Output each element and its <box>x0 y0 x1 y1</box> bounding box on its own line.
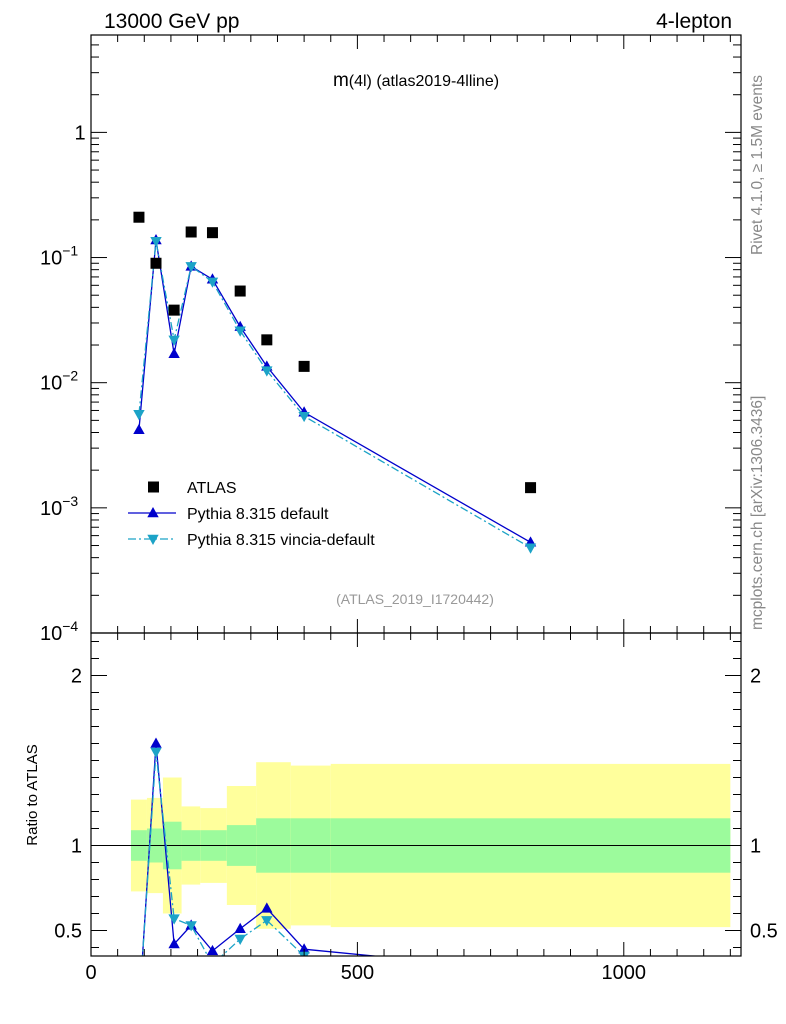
ratio-point-default-5 <box>234 922 246 933</box>
ratio-point-vincia-8 <box>525 974 536 984</box>
ratio-point-default-2 <box>168 938 180 949</box>
legend-label-2: Pythia 8.315 vincia-default <box>187 532 375 549</box>
ratio-point-default-0 <box>133 1006 144 1016</box>
y-tick-base-4: 10 <box>40 623 62 645</box>
y-tick-exp-2: −2 <box>62 368 78 384</box>
legend: ATLAS Pythia 8.315 default Pythia 8.315 vi… <box>128 480 375 549</box>
main-point-vincia-5 <box>234 326 246 337</box>
y-tick-exp-3: −3 <box>62 493 78 509</box>
y-tick-exp-1: −1 <box>62 243 78 259</box>
main-point-vincia-6 <box>261 366 273 377</box>
plot-title-sub: (4l) (atlas2019-4lline) <box>349 73 499 90</box>
legend-marker-data <box>148 481 159 493</box>
data-point-3 <box>185 226 197 238</box>
main-line-default <box>138 239 531 543</box>
data-point-0 <box>133 211 145 223</box>
data-point-1 <box>150 257 162 269</box>
ratio-point-vincia-5 <box>234 934 246 945</box>
ratio-ylabel: Ratio to ATLAS <box>24 744 41 845</box>
ratio-point-default-4 <box>206 944 219 956</box>
main-point-vincia-2 <box>168 335 180 346</box>
plot-title-main: m <box>333 70 349 91</box>
y-tick-base-2: 10 <box>40 373 62 395</box>
ratio-point-default-8 <box>525 965 536 975</box>
main-point-vincia-7 <box>298 411 310 423</box>
x-tick-label-2: 1000 <box>602 962 647 984</box>
legend-marker-vincia <box>147 534 159 545</box>
main-point-vincia-8 <box>524 543 537 554</box>
data-point-6 <box>261 334 273 346</box>
main-point-vincia-4 <box>206 277 219 288</box>
data-point-8 <box>525 482 537 494</box>
ratio-tick-label-right-2: 2 <box>750 666 761 688</box>
main-point-vincia-1 <box>150 237 162 248</box>
legend-label-0: ATLAS <box>187 480 237 497</box>
y-tick-label-0: 1 <box>74 122 85 144</box>
y-tick-label-2: 10−2 <box>40 368 78 395</box>
ratio-point-vincia-0 <box>133 1006 144 1016</box>
main-point-default-0 <box>133 423 145 435</box>
ratio-point-vincia-6 <box>261 916 273 927</box>
y-tick-base-3: 10 <box>40 498 62 520</box>
y-tick-label-3: 10−3 <box>40 493 78 520</box>
ratio-panel-series <box>133 737 536 1016</box>
data-point-5 <box>234 285 246 297</box>
legend-marker-default <box>147 507 159 518</box>
ratio-point-vincia-3 <box>185 921 197 932</box>
header-right: 4-lepton <box>656 10 732 33</box>
ratio-point-vincia-2 <box>168 914 180 925</box>
ratio-tick-label-right-0: 0.5 <box>750 921 778 943</box>
ratio-tick-label-left-2: 2 <box>71 666 82 688</box>
main-line-vincia <box>138 241 531 549</box>
data-point-4 <box>206 227 218 239</box>
ratio-line-vincia <box>141 751 311 956</box>
data-point-7 <box>298 360 310 372</box>
data-point-2 <box>168 304 180 316</box>
legend-label-1: Pythia 8.315 default <box>187 506 329 523</box>
y-tick-label-1: 10−1 <box>40 243 78 270</box>
ratio-point-default-1 <box>150 737 162 748</box>
plot-title: m(4l) (atlas2019-4lline) <box>333 70 499 91</box>
x-tick-label-0: 0 <box>85 962 96 984</box>
main-point-vincia-0 <box>133 410 145 421</box>
analysis-watermark: (ATLAS_2019_I1720442) <box>336 591 494 607</box>
header-left: 13000 GeV pp <box>104 10 239 33</box>
ratio-tick-label-left-1: 1 <box>71 836 82 858</box>
main-panel-series <box>133 211 537 554</box>
main-point-vincia-3 <box>185 262 197 273</box>
ratio-bands <box>91 762 741 929</box>
ratio-point-default-6 <box>261 902 273 913</box>
x-tick-label-1: 500 <box>341 962 374 984</box>
ratio-point-default-7 <box>298 943 310 954</box>
y-tick-label-4: 10−4 <box>40 618 78 645</box>
rivet-label: Rivet 4.1.0, ≥ 1.5M events <box>749 75 766 255</box>
main-point-default-2 <box>168 347 180 359</box>
ratio-point-vincia-4 <box>207 960 218 970</box>
y-tick-base-1: 10 <box>40 248 62 270</box>
ratio-point-vincia-1 <box>150 747 162 758</box>
ratio-tick-label-left-0: 0.5 <box>54 921 82 943</box>
mcplots-label: mcplots.cern.ch [arXiv:1306.3436] <box>749 396 766 630</box>
y-tick-exp-4: −4 <box>62 618 78 634</box>
ratio-tick-label-right-1: 1 <box>750 836 761 858</box>
